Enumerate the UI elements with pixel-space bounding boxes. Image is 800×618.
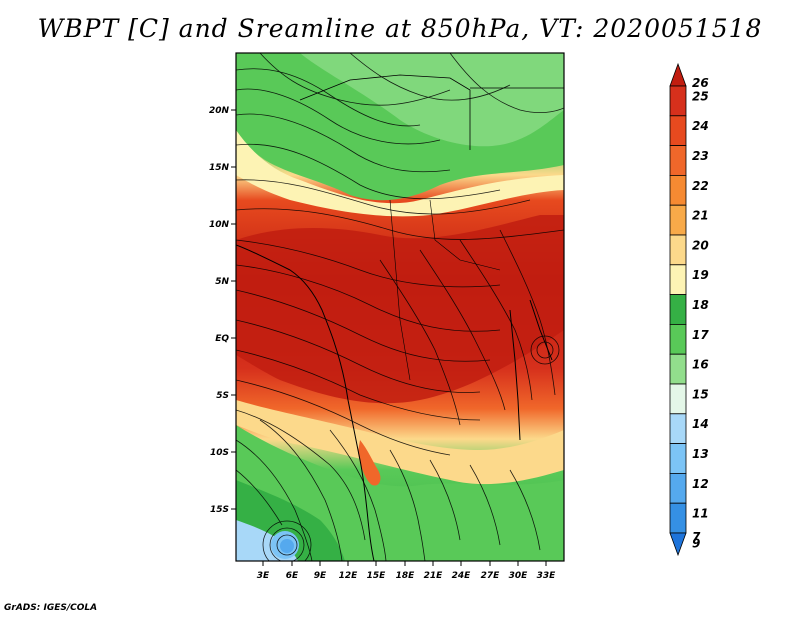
colorbar-label: 18: [692, 298, 709, 312]
footer-credit: GrADS: IGES/COLA: [4, 603, 98, 613]
colorbar-segment: [669, 443, 687, 474]
colorbar-segment: [669, 413, 687, 444]
colorbar-segment: [669, 264, 687, 295]
lat-label-5n: 5N: [215, 277, 229, 287]
lat-label-5s: 5S: [216, 391, 229, 401]
colorbar-label: 12: [692, 477, 709, 491]
lat-label-15s: 15S: [210, 505, 229, 515]
colorbar-segment: [669, 115, 687, 147]
colorbar-segment: [669, 234, 687, 266]
lon-label-3e: 3E: [257, 571, 270, 581]
colorbar-label: 13: [692, 447, 709, 461]
colorbar-label: 26: [692, 76, 709, 90]
colorbar-label: 24: [692, 119, 709, 133]
lon-label-27e: 27E: [481, 571, 501, 581]
lon-label-30e: 30E: [509, 571, 529, 581]
colorbar-segment: [669, 174, 687, 206]
plot-frame: [235, 52, 565, 562]
colorbar-top-arrow: [669, 62, 687, 87]
colorbar-label: 21: [692, 209, 709, 223]
colorbar-label: 15: [692, 387, 709, 401]
colorbar-segment: [669, 353, 687, 385]
colorbar-segment: [669, 383, 687, 415]
colorbar-label: 16: [692, 358, 709, 372]
colorbar-label: 23: [692, 149, 709, 163]
lon-label-6e: 6E: [286, 571, 299, 581]
colorbar-label: 22: [692, 179, 709, 193]
streamlines: [236, 53, 564, 561]
colorbar-label: 14: [692, 417, 709, 431]
colorbar-segment: [669, 472, 687, 504]
lon-label-33e: 33E: [537, 571, 557, 581]
lat-label-10s: 10S: [210, 448, 229, 458]
lon-label-9e: 9E: [314, 571, 327, 581]
colorbar-segment: [669, 145, 687, 176]
colorbar-segment: [669, 85, 687, 117]
colorbar-label: 25: [692, 89, 709, 103]
lon-label-21e: 21E: [424, 571, 444, 581]
colorbar-segment: [669, 502, 687, 534]
colorbar-label: 20: [692, 238, 709, 252]
map-boundaries: [236, 74, 564, 561]
temperature-field: [236, 53, 564, 561]
lon-label-24e: 24E: [452, 571, 472, 581]
map-title: WBPT [C] and Sreamline at 850hPa, VT: 20…: [37, 14, 763, 43]
lat-label-20n: 20N: [209, 106, 230, 116]
colorbar-segment: [669, 323, 687, 355]
longitude-axis: 3E 6E 9E 12E 15E 18E 21E 24E 27E 30E 33E: [257, 561, 556, 581]
colorbar-segment: [669, 294, 687, 325]
colorbar-label: 11: [692, 507, 709, 521]
lat-label-10n: 10N: [209, 220, 230, 230]
lon-label-15e: 15E: [367, 571, 387, 581]
colorbar-label: 17: [692, 328, 709, 342]
colorbar-bottom-arrow: [669, 532, 687, 557]
lat-label-15n: 15N: [209, 163, 230, 173]
colorbar-label: 19: [692, 268, 709, 282]
colorbar-segment: [669, 204, 687, 236]
colorbar-label: 7: [692, 530, 701, 544]
colorbar-label: 9: [692, 536, 700, 550]
lon-label-12e: 12E: [339, 571, 359, 581]
latitude-axis: 20N 15N 10N 5N EQ 5S 10S 15S: [209, 106, 236, 515]
lat-label-eq: EQ: [215, 334, 229, 344]
lon-label-18e: 18E: [396, 571, 416, 581]
